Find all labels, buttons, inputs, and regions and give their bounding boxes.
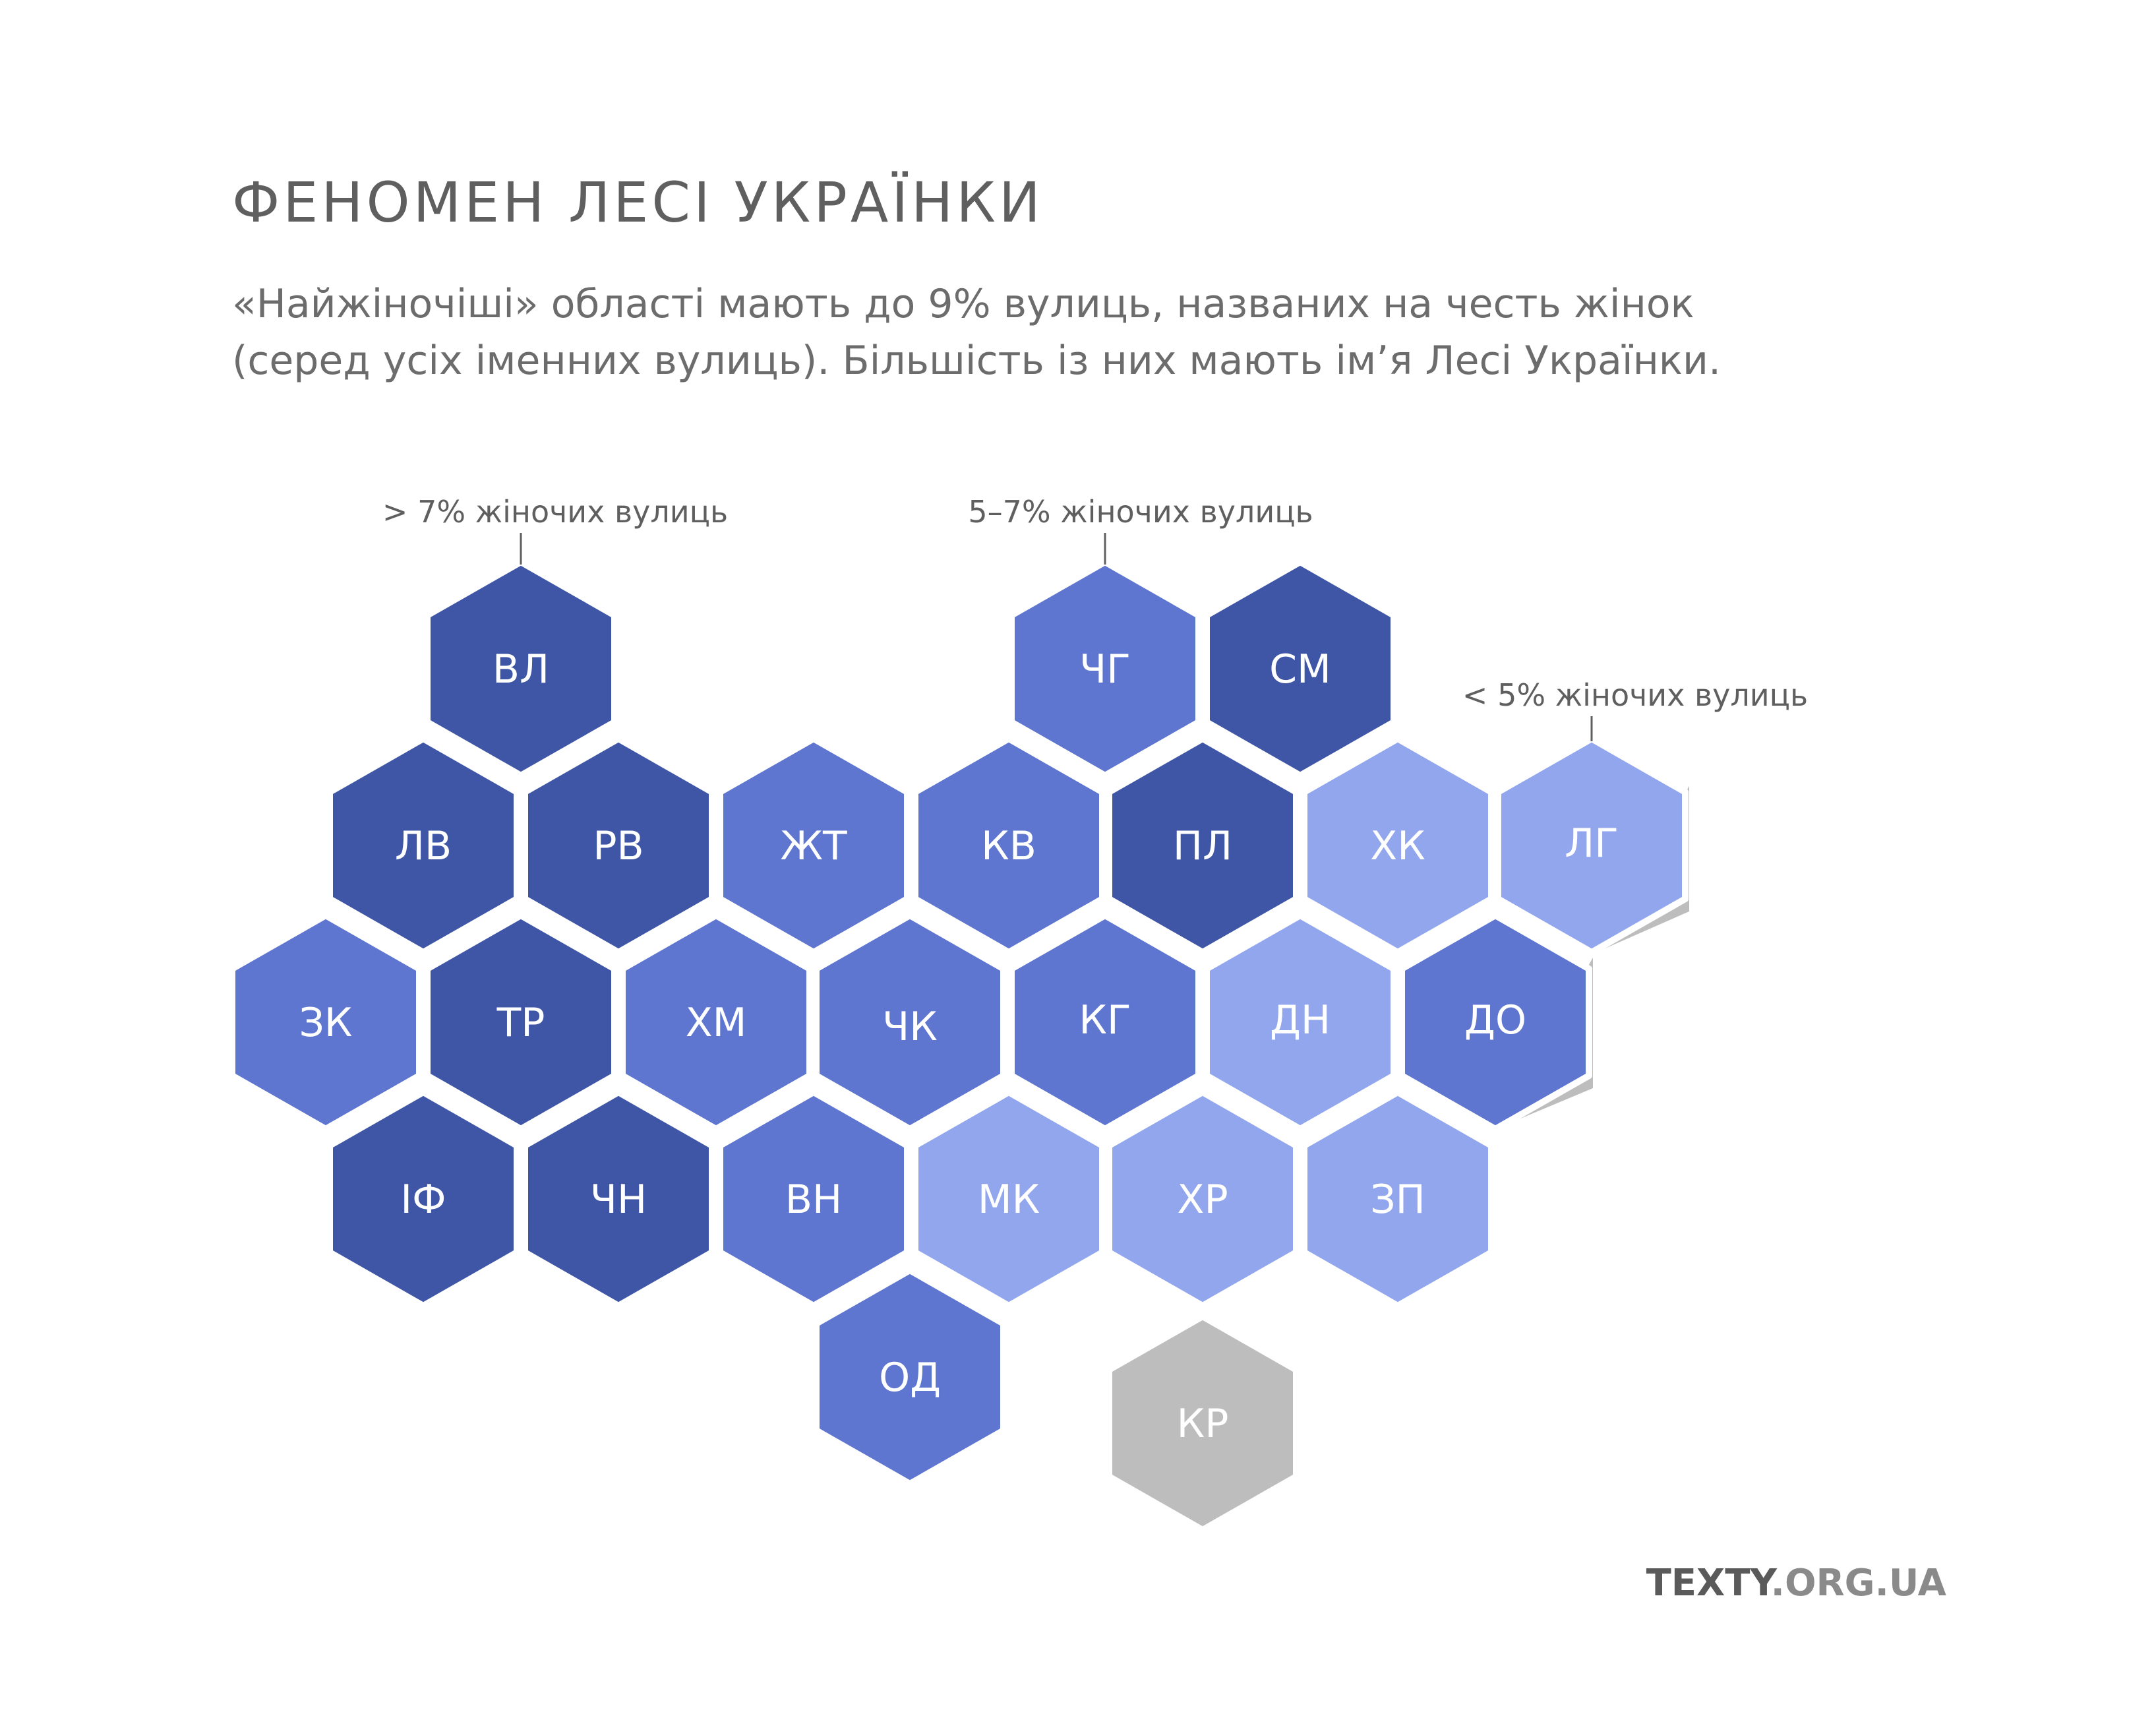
region-hex-kv	[912, 735, 1106, 956]
region-hex-khr	[1106, 1089, 1300, 1309]
brand-logo: TEXTY.ORG.UA	[1646, 1562, 1946, 1605]
region-label-kv: КВ	[981, 823, 1036, 869]
region-label-kr: КР	[1177, 1401, 1229, 1447]
map-title: ФЕНОМЕН ЛЕСІ УКРАЇНКИ	[232, 170, 1044, 235]
region-hex-rv	[522, 735, 715, 956]
region-hex-pl	[1106, 735, 1300, 956]
region-hex-mk	[912, 1089, 1106, 1309]
region-label-od: ОД	[879, 1355, 941, 1401]
region-label-tr: ТР	[496, 1000, 545, 1046]
region-hex-khm	[619, 912, 813, 1132]
region-label-lh: ЛГ	[1565, 820, 1619, 867]
region-hex-chk	[813, 912, 1007, 1132]
region-hex-dn	[1203, 912, 1397, 1132]
region-label-zp: ЗП	[1370, 1177, 1425, 1223]
legend-label-high: > 7% жіночих вулиць	[382, 494, 728, 530]
legend-label-mid: 5–7% жіночих вулиць	[968, 494, 1313, 530]
region-hex-zht	[717, 735, 911, 956]
region-hex-vl	[424, 559, 618, 779]
region-hex-vn	[717, 1089, 911, 1309]
region-hex-zk	[229, 912, 423, 1132]
region-label-mk: МК	[978, 1177, 1040, 1223]
region-label-rv: РВ	[593, 823, 644, 869]
region-label-khm: ХМ	[686, 1000, 747, 1046]
region-hex-lv	[326, 735, 520, 956]
region-label-khk: ХК	[1370, 823, 1425, 869]
region-label-lv: ЛВ	[395, 823, 452, 869]
brand-part-2: .ORG.UA	[1770, 1562, 1946, 1605]
region-label-khr: ХР	[1177, 1177, 1228, 1223]
region-hex-zp	[1301, 1089, 1495, 1309]
region-label-vl: ВЛ	[493, 646, 549, 692]
region-hex-lh	[1495, 735, 1689, 956]
region-label-zk: ЗК	[299, 1000, 352, 1046]
region-label-kh: КГ	[1079, 997, 1131, 1043]
subtitle-line-2: (серед усіх іменних вулиць). Більшість і…	[232, 338, 1722, 384]
map-subtitle: «Найжіночіші» області мають до 9% вулиць…	[232, 276, 1721, 389]
legend-label-low: < 5% жіночих вулиць	[1462, 677, 1808, 713]
region-label-pl: ПЛ	[1173, 823, 1232, 869]
region-hex-chn	[522, 1089, 715, 1309]
region-label-chh: ЧГ	[1079, 646, 1131, 692]
region-label-chn: ЧН	[590, 1177, 647, 1223]
region-label-zht: ЖТ	[780, 823, 847, 869]
region-hex-tr	[424, 912, 618, 1132]
region-hex-kh	[1008, 912, 1202, 1132]
region-hex-do	[1398, 912, 1592, 1132]
region-hex-khk	[1301, 735, 1495, 956]
brand-part-1: TEXTY	[1646, 1562, 1771, 1605]
region-hex-od	[813, 1267, 1007, 1487]
subtitle-line-1: «Найжіночіші» області мають до 9% вулиць…	[232, 281, 1694, 327]
hex-layer: ВЛ ЧГ СМ ЛВ РВ ЖТ КВ ПЛ ХК ЛГ ЗК ТР ХМ ЧК КГ ДН ДО ІФ ЧН ВН…	[229, 559, 1689, 1533]
region-label-vn: ВН	[785, 1177, 842, 1223]
region-hex-sm	[1203, 559, 1397, 779]
legend-layer: > 7% жіночих вулиць 5–7% жіночих вулиць < …	[382, 494, 1808, 741]
region-label-do: ДО	[1464, 997, 1526, 1043]
region-label-dn: ДН	[1270, 997, 1331, 1043]
region-label-chk: ЧК	[882, 1004, 938, 1050]
region-hex-iф	[326, 1089, 520, 1309]
region-hex-chh	[1008, 559, 1202, 779]
region-label-iф: ІФ	[400, 1177, 446, 1223]
region-hex-kr	[1106, 1313, 1300, 1533]
region-label-sm: СМ	[1269, 646, 1331, 692]
